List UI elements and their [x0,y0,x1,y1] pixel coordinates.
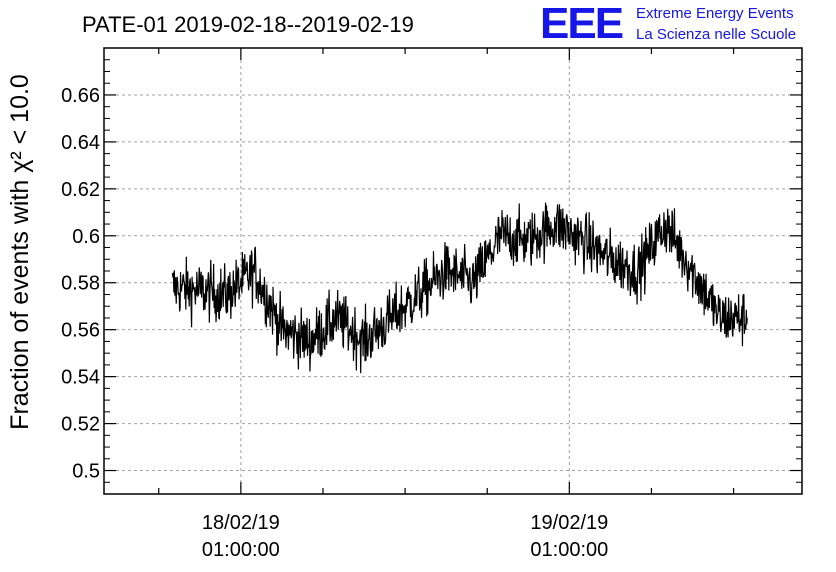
y-tick-labels: 0.5 0.52 0.54 0.56 0.58 0.6 0.62 0.64 0.66 [61,85,100,483]
logo-line-1: Extreme Energy Events [636,5,794,22]
x-tick-time-label: 01:00:00 [202,539,280,561]
data-series [171,202,748,374]
axis-ticks [104,48,802,494]
y-tick-label: 0.5 [72,461,100,483]
eee-logo: EEE Extreme Energy Events La Scienza nel… [540,0,796,48]
plot-frame [103,47,803,495]
y-tick-label: 0.58 [61,273,100,295]
y-tick-label: 0.52 [61,414,100,436]
x-tick-date-label: 19/02/19 [530,512,608,534]
y-tick-label: 0.66 [61,85,100,107]
series-line [171,202,748,374]
y-tick-label: 0.54 [61,367,100,389]
y-tick-label: 0.62 [61,179,100,201]
y-tick-label: 0.56 [61,320,100,342]
chart-title: PATE-01 2019-02-18--2019-02-19 [82,12,414,37]
x-tick-labels: 18/02/19 01:00:00 19/02/19 01:00:00 [202,512,608,561]
logo-mark: EEE [540,0,623,48]
y-tick-label: 0.64 [61,132,100,154]
y-tick-label: 0.6 [72,226,100,248]
x-tick-date-label: 18/02/19 [202,512,280,534]
y-axis-label: Fraction of events with χ² < 10.0 [6,74,34,430]
logo-line-2: La Scienza nelle Scuole [636,26,796,43]
x-tick-time-label: 01:00:00 [530,539,608,561]
